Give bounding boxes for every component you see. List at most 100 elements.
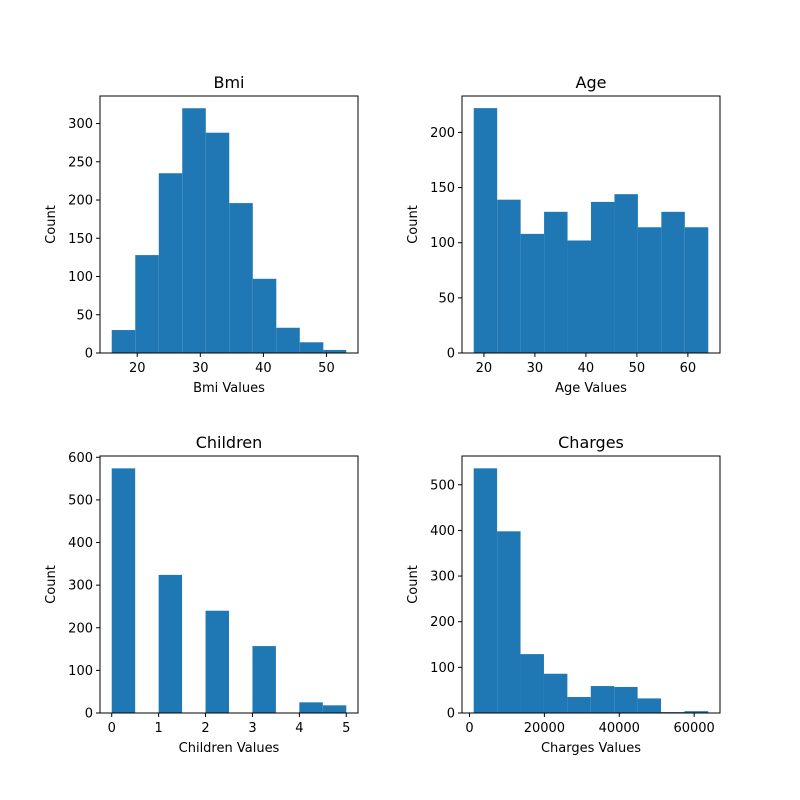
charges-bar-0 (473, 468, 498, 713)
charges-x-tick-label-2: 40000 (599, 721, 640, 736)
bmi-bar-3 (182, 108, 206, 354)
charges-y-tick-label-5: 500 (430, 478, 455, 493)
charges-bar-9 (684, 711, 709, 713)
children-x-tick-label-1: 1 (154, 721, 162, 736)
age-bar-4 (567, 240, 591, 353)
children-y-tick-label-5: 500 (68, 493, 93, 508)
age-bar-3 (544, 211, 568, 353)
bmi-y-tick-label-2: 100 (68, 270, 93, 285)
bmi-chart-title: Bmi (213, 73, 244, 92)
bmi-x-tick-label-3: 50 (318, 361, 335, 376)
charges-x-tick-label-3: 60000 (673, 721, 714, 736)
children-bar-4 (299, 702, 323, 713)
age-bar-5 (591, 201, 615, 353)
age-x-tick-label-4: 60 (680, 361, 697, 376)
charges-x-tick-label-0: 0 (465, 721, 473, 736)
children-bar-3 (252, 646, 276, 713)
bmi-y-tick-label-0: 0 (85, 347, 93, 362)
bmi-x-axis-label: Bmi Values (193, 381, 265, 396)
children-y-tick-label-6: 600 (68, 451, 93, 466)
bmi-y-tick-label-4: 200 (68, 194, 93, 209)
children-x-tick-label-0: 0 (108, 721, 116, 736)
age-bar-1 (497, 199, 521, 353)
age-bar-9 (684, 227, 709, 353)
children-y-tick-label-4: 400 (68, 536, 93, 551)
charges-y-tick-label-3: 300 (430, 570, 455, 585)
bmi-bar-2 (158, 173, 183, 353)
children-y-tick-label-2: 200 (68, 621, 93, 636)
children-y-tick-label-0: 0 (85, 707, 93, 722)
bmi-bar-5 (229, 203, 253, 353)
charges-axes-frame (461, 455, 721, 714)
children-axes-frame (99, 455, 359, 714)
charges-panel: 0 20000 40000 60000 0 100 200 300 400 500 Charges C… (406, 433, 721, 756)
bmi-bar-4 (205, 132, 230, 353)
children-y-tick-label-3: 300 (68, 579, 93, 594)
age-y-tick-label-4: 200 (430, 126, 455, 141)
bmi-panel: 20 30 40 50 0 50 100 150 200 250 300 Bmi Bmi Values C… (44, 73, 359, 396)
charges-bar-7 (637, 698, 662, 713)
bmi-y-axis-label: Count (44, 205, 59, 244)
age-bar-2 (520, 233, 545, 353)
age-bar-0 (473, 108, 498, 353)
bmi-y-tick-label-1: 50 (76, 308, 93, 323)
bmi-bar-1 (135, 255, 159, 353)
children-panel: 0 1 2 3 4 5 0 100 200 300 400 500 600 Children Childre… (44, 433, 359, 756)
age-x-tick-label-1: 30 (527, 361, 544, 376)
children-y-axis-label: Count (44, 565, 59, 604)
charges-y-tick-label-4: 400 (430, 524, 455, 539)
charges-x-axis-label: Charges Values (541, 741, 641, 756)
bmi-bar-7 (276, 327, 300, 353)
age-x-axis-label: Age Values (555, 381, 627, 396)
children-x-tick-label-5: 5 (342, 721, 350, 736)
charges-bar-6 (614, 686, 638, 713)
children-bar-1 (158, 574, 183, 713)
bmi-y-tick-label-5: 250 (68, 155, 93, 170)
age-x-tick-label-0: 20 (476, 361, 493, 376)
bmi-x-tick-label-1: 30 (192, 361, 209, 376)
age-x-tick-label-2: 40 (578, 361, 595, 376)
children-bar-5 (322, 705, 347, 713)
age-bar-6 (614, 194, 638, 353)
age-y-tick-label-3: 150 (430, 181, 455, 196)
charges-bar-5 (590, 686, 615, 713)
charges-y-tick-label-0: 0 (447, 707, 455, 722)
children-x-tick-label-3: 3 (248, 721, 256, 736)
bmi-bar-0 (111, 330, 136, 353)
children-bar-0 (111, 468, 136, 713)
age-y-axis-label: Count (406, 205, 421, 244)
charges-x-tick-label-1: 20000 (524, 721, 565, 736)
charges-chart-title: Charges (558, 433, 624, 452)
bmi-bar-8 (299, 342, 324, 353)
bmi-y-tick-label-6: 300 (68, 117, 93, 132)
bmi-y-tick-label-3: 150 (68, 232, 93, 247)
bmi-bar-6 (252, 278, 277, 353)
children-x-tick-label-2: 2 (201, 721, 209, 736)
children-x-tick-label-4: 4 (295, 721, 303, 736)
children-chart-title: Children (196, 433, 263, 452)
bmi-x-tick-label-0: 20 (129, 361, 146, 376)
bmi-bar-9 (323, 349, 347, 353)
bmi-axes-frame (99, 95, 359, 354)
age-chart-title: Age (576, 73, 607, 92)
charges-bar-1 (497, 531, 521, 713)
children-x-axis-label: Children Values (179, 741, 280, 756)
bmi-x-tick-label-2: 40 (255, 361, 272, 376)
children-y-tick-label-1: 100 (68, 664, 93, 679)
charges-y-tick-label-1: 100 (430, 661, 455, 676)
age-panel: 20 30 40 50 60 0 50 100 150 200 Age Age Values Count (406, 73, 721, 396)
charges-y-tick-label-2: 200 (430, 615, 455, 630)
charges-bar-3 (543, 673, 568, 713)
charges-bar-4 (567, 697, 591, 713)
age-bar-8 (661, 211, 685, 353)
age-x-tick-label-3: 50 (629, 361, 646, 376)
children-bar-2 (205, 610, 229, 713)
charges-bar-2 (520, 654, 544, 713)
age-bar-7 (637, 227, 662, 353)
age-y-tick-label-2: 100 (430, 236, 455, 251)
age-y-tick-label-0: 0 (447, 347, 455, 362)
age-axes-frame (461, 95, 721, 354)
age-y-tick-label-1: 50 (438, 291, 455, 306)
